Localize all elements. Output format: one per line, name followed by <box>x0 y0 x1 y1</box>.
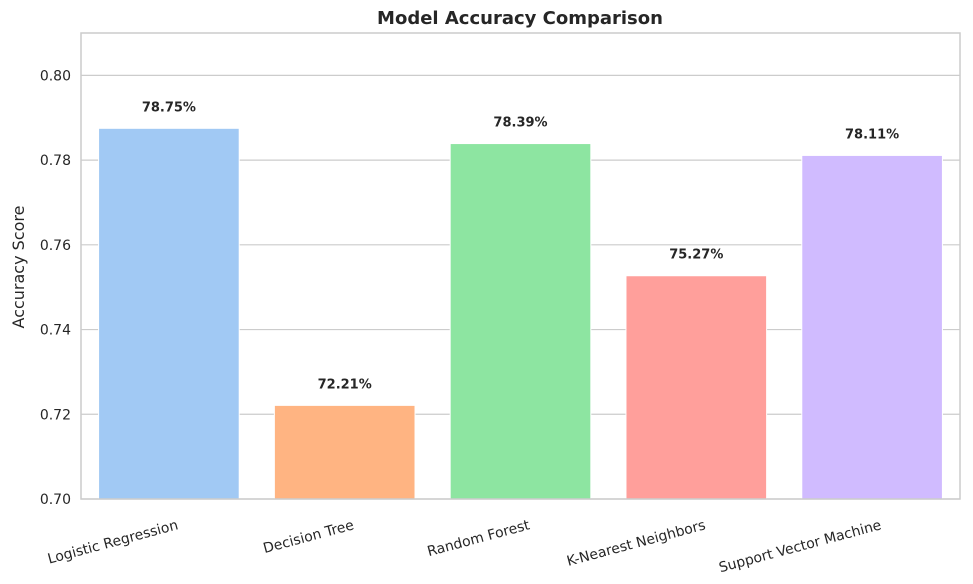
bar <box>449 143 592 500</box>
y-axis-label: Accuracy Score <box>9 206 28 329</box>
x-tick-label: K-Nearest Neighbors <box>565 517 707 569</box>
bar <box>801 154 943 500</box>
x-tick-label: Decision Tree <box>262 517 356 557</box>
x-tick-label: Support Vector Machine <box>717 517 883 576</box>
y-tick-label: 0.80 <box>40 68 71 84</box>
y-tick-label: 0.72 <box>40 407 71 423</box>
y-tick-label: 0.74 <box>40 323 71 339</box>
y-tick-label: 0.70 <box>40 492 71 508</box>
data-label: 78.39% <box>493 116 547 131</box>
data-label: 75.27% <box>669 248 723 263</box>
y-tick-label: 0.76 <box>40 238 71 254</box>
bar <box>273 404 416 500</box>
bar <box>625 275 768 500</box>
data-label: 78.75% <box>142 100 196 115</box>
chart-title: Model Accuracy Comparison <box>377 8 663 29</box>
plot-frame <box>80 32 961 500</box>
x-tick-label: Random Forest <box>426 517 532 560</box>
bar <box>98 127 240 500</box>
y-tick-label: 0.78 <box>40 153 71 169</box>
x-tick-label: Logistic Regression <box>46 517 180 567</box>
data-label: 72.21% <box>318 377 372 392</box>
data-label: 78.11% <box>845 127 899 142</box>
